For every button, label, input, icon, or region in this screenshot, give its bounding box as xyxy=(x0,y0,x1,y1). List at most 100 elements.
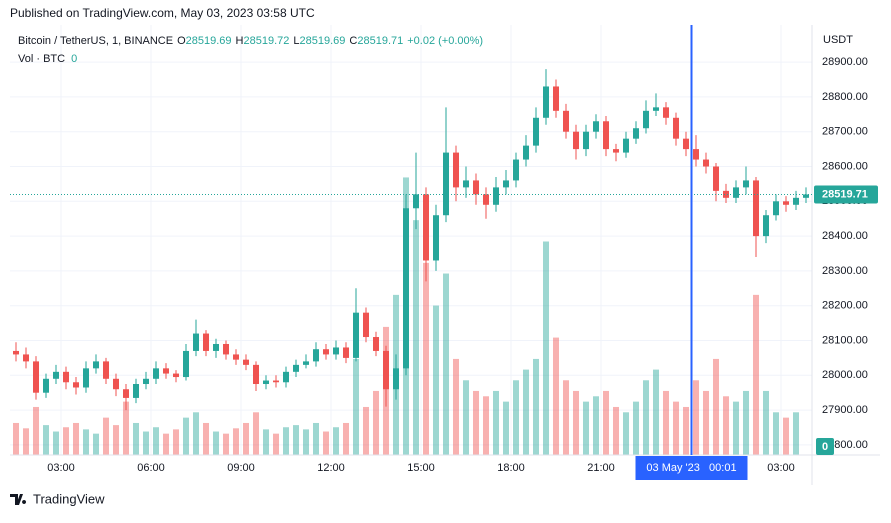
candle-body xyxy=(633,128,639,139)
volume-value: 0 xyxy=(71,53,77,65)
volume-bar xyxy=(273,433,279,455)
candle-body xyxy=(443,152,449,216)
y-tick-label: 28700.00 xyxy=(822,126,868,138)
candle-body xyxy=(403,208,409,369)
volume-badge xyxy=(816,438,834,455)
volume-bar xyxy=(733,401,739,455)
candle-body xyxy=(703,159,709,167)
volume-title: Vol · BTC xyxy=(18,53,65,65)
candle-body xyxy=(723,190,729,198)
candle-body xyxy=(753,180,759,237)
candle-body xyxy=(503,180,509,188)
volume-bar xyxy=(363,406,369,455)
brand: TradingView xyxy=(10,491,105,506)
candle-body xyxy=(493,187,499,205)
volume-bar xyxy=(213,431,219,455)
y-axis-label: USDT xyxy=(823,34,853,46)
volume-bar xyxy=(33,406,39,455)
candle-body xyxy=(653,107,659,111)
y-tick-label: 28200.00 xyxy=(822,300,868,312)
candle-body xyxy=(243,359,249,365)
volume-bar xyxy=(453,358,459,455)
candle-body xyxy=(73,382,79,388)
candle-body xyxy=(463,180,469,188)
candle-body xyxy=(663,107,669,118)
volume-bar xyxy=(463,380,469,455)
volume-bar xyxy=(583,401,589,455)
volume-bar xyxy=(763,390,769,455)
y-tick-label: 28400.00 xyxy=(822,230,868,242)
brand-logo xyxy=(10,494,27,505)
volume-bar xyxy=(53,431,59,455)
published-note: Published on TradingView.com, May 03, 20… xyxy=(10,6,315,20)
candle-body xyxy=(193,333,199,351)
candle-body xyxy=(363,312,369,338)
volume-bar xyxy=(43,425,49,455)
y-tick-label: 28800.00 xyxy=(822,91,868,103)
volume-bar xyxy=(83,429,89,455)
volume-bar xyxy=(73,422,79,455)
candle-body xyxy=(683,138,689,150)
volume-bar xyxy=(553,337,559,455)
close: 28519.71 xyxy=(357,35,403,47)
volume-bar xyxy=(483,396,489,455)
volume-bar xyxy=(513,380,519,455)
x-tick-label: 09:00 xyxy=(227,462,255,474)
x-tick-label: 18:00 xyxy=(497,462,525,474)
brand-name: TradingView xyxy=(33,491,105,506)
candle-body xyxy=(233,354,239,360)
candle-body xyxy=(83,368,89,388)
candle-body xyxy=(413,194,419,209)
volume-bar xyxy=(663,390,669,455)
volume-bar xyxy=(613,406,619,455)
candle-body xyxy=(583,131,589,150)
volume-bar xyxy=(673,401,679,455)
candle-body xyxy=(543,86,549,118)
volume-bar xyxy=(233,428,239,455)
low-label: L xyxy=(293,35,299,47)
volume-bar xyxy=(143,431,149,455)
volume-bar xyxy=(283,427,289,455)
x-tick-label: 06:00 xyxy=(137,462,165,474)
y-tick-label: 27900.00 xyxy=(822,404,868,416)
candle-body xyxy=(673,117,679,139)
candle-body xyxy=(303,361,309,365)
volume-bar xyxy=(683,406,689,455)
volume-bar xyxy=(113,425,119,455)
volume-bar xyxy=(343,422,349,455)
y-tick-label: 28900.00 xyxy=(822,56,868,68)
candle-body xyxy=(283,371,289,383)
volume-bar xyxy=(203,422,209,455)
volume-bar xyxy=(433,305,439,455)
volume-bar xyxy=(443,273,449,455)
candle-body xyxy=(133,384,139,398)
volume-bar xyxy=(413,220,419,455)
volume-bar xyxy=(153,427,159,455)
candle-body xyxy=(33,361,39,393)
volume-bar xyxy=(323,431,329,455)
volume-bar xyxy=(543,241,549,455)
candle-body xyxy=(713,166,719,191)
candle-body xyxy=(783,201,789,205)
volume-bar xyxy=(623,412,629,455)
volume-bar xyxy=(753,294,759,455)
close-label: C xyxy=(349,35,357,47)
last-price-badge xyxy=(814,185,878,204)
x-tick-label: 03:00 xyxy=(47,462,75,474)
volume-legend: Vol · BTC 0 xyxy=(18,53,77,65)
candle-body xyxy=(123,389,129,398)
candle-body xyxy=(643,110,649,129)
volume-bar xyxy=(353,358,359,455)
volume-bar xyxy=(133,422,139,455)
volume-bar xyxy=(533,358,539,455)
candle-body xyxy=(323,349,329,355)
candle-body xyxy=(393,368,399,390)
candle-body xyxy=(153,368,159,379)
candle-body xyxy=(353,312,359,358)
candle-body xyxy=(773,201,779,216)
candle-body xyxy=(563,110,569,132)
candle-body xyxy=(63,371,69,383)
candle-body xyxy=(793,197,799,205)
y-tick-label: 28300.00 xyxy=(822,265,868,277)
